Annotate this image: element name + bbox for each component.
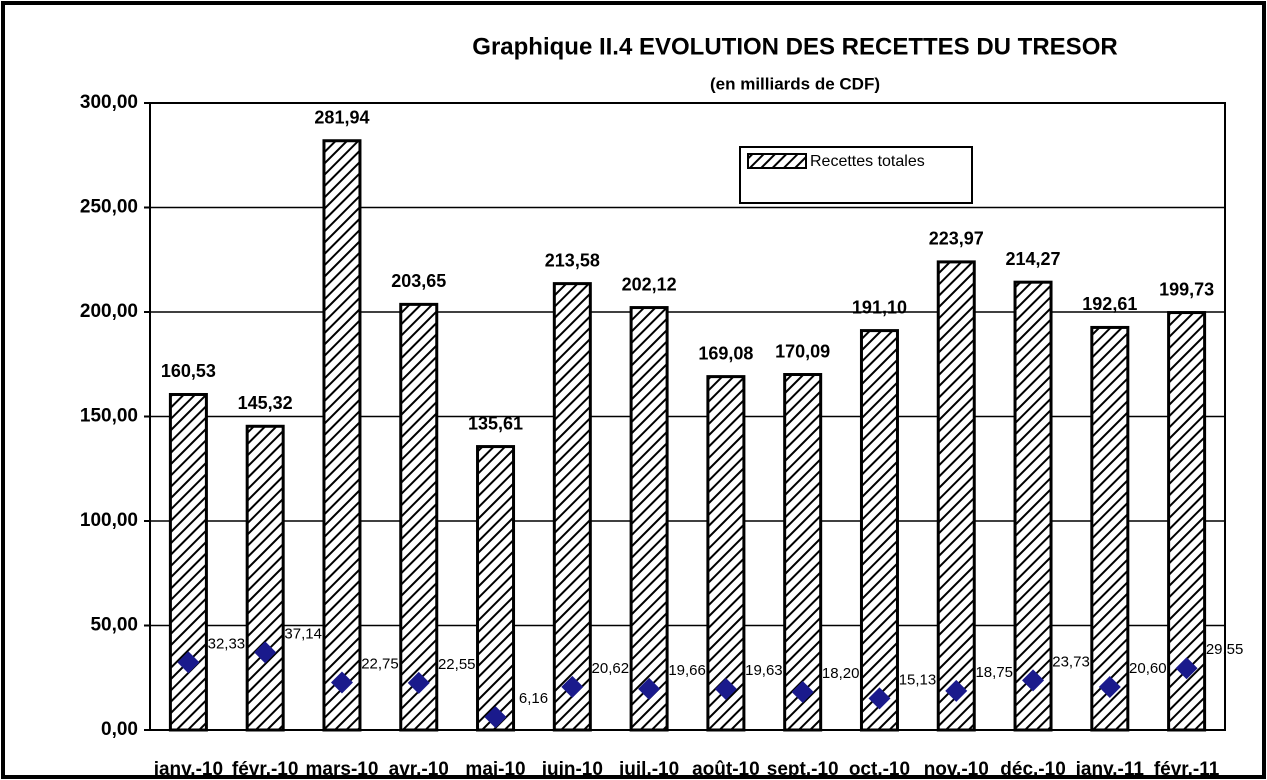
bar-value-label: 169,08	[698, 343, 753, 363]
bar-value-label: 223,97	[929, 229, 984, 249]
bar-value-label: 213,58	[545, 250, 600, 270]
bar	[936, 260, 976, 732]
y-tick-label: 150,00	[80, 406, 138, 427]
x-tick-label: mars-10	[306, 759, 379, 780]
y-tick-label: 100,00	[80, 510, 138, 531]
line-value-label: 29,55	[1206, 641, 1244, 658]
x-tick-label: sept.-10	[767, 759, 839, 780]
x-tick-label: févr.-10	[232, 759, 299, 780]
bar	[168, 392, 208, 732]
bar-value-label: 191,10	[852, 297, 907, 317]
bar	[1013, 280, 1053, 732]
line-marker	[1022, 669, 1045, 692]
x-tick-label: janv.-11	[1075, 759, 1145, 780]
plot-area	[149, 102, 1226, 731]
line-marker	[1175, 657, 1198, 680]
x-tick-label: oct.-10	[849, 759, 910, 780]
y-tick-label: 250,00	[80, 197, 138, 218]
line-value-label: 22,55	[438, 656, 476, 673]
line-marker	[868, 687, 891, 710]
x-tick-label: juil.-10	[618, 759, 679, 780]
bar	[859, 329, 899, 732]
line-marker	[714, 677, 737, 700]
bar-value-label: 192,61	[1082, 294, 1137, 314]
labels: janv.-10 févr.-10 mars-10 avr.-10 mai-10 juin…	[153, 107, 1244, 780]
bar-value-label: 160,53	[161, 361, 216, 381]
line-value-label: 18,75	[975, 664, 1013, 681]
y-tick-label: 200,00	[80, 301, 138, 322]
x-tick-label: févr.-11	[1154, 759, 1220, 780]
line-marker	[791, 680, 814, 703]
bar	[629, 306, 669, 732]
bar	[476, 445, 516, 732]
line-value-label: 19,66	[668, 662, 706, 679]
marks	[168, 139, 1207, 732]
x-tick-label: déc.-10	[1000, 759, 1065, 780]
bar-value-label: 135,61	[468, 413, 523, 433]
y-tick-label: 50,00	[90, 615, 138, 636]
bar-value-label: 202,12	[622, 274, 677, 294]
bar-value-label: 145,32	[238, 393, 293, 413]
x-tick-label: mai-10	[465, 759, 525, 780]
legend-label: Recettes totales	[810, 153, 925, 170]
chart-title: Graphique II.4 EVOLUTION DES RECETTES DU…	[472, 33, 1117, 60]
line-value-label: 18,20	[822, 665, 860, 682]
line-value-label: 32,33	[208, 635, 246, 652]
y-tick-label: 0,00	[101, 719, 138, 740]
line-value-label: 20,60	[1129, 660, 1167, 677]
bar	[552, 282, 592, 732]
line-marker	[1098, 675, 1121, 698]
bar-value-label: 203,65	[391, 271, 446, 291]
line-value-label: 6,16	[519, 690, 548, 707]
chart-subtitle: (en milliards de CDF)	[710, 74, 880, 93]
y-tick-label: 300,00	[80, 92, 138, 113]
line-marker	[254, 641, 277, 664]
line-value-label: 15,13	[899, 671, 937, 688]
line-marker	[945, 679, 968, 702]
legend-swatch	[747, 153, 807, 169]
bar	[322, 139, 362, 732]
line-marker	[638, 677, 661, 700]
line-value-label: 19,63	[745, 662, 783, 679]
bar	[1090, 325, 1130, 732]
x-tick-label: avr.-10	[389, 759, 449, 780]
line-marker	[484, 706, 507, 729]
bar	[245, 424, 285, 732]
bar-value-label: 214,27	[1006, 249, 1061, 269]
x-tick-label: nov.-10	[924, 759, 989, 780]
x-tick-label: juin-10	[541, 759, 603, 780]
bar	[399, 302, 439, 732]
line-marker	[407, 671, 430, 694]
bar-value-label: 281,94	[314, 107, 369, 127]
bar-value-label: 199,73	[1159, 279, 1214, 299]
bar	[706, 375, 746, 732]
line-value-label: 22,75	[361, 655, 399, 672]
line-marker	[330, 671, 353, 694]
x-tick-label: août-10	[692, 759, 760, 780]
line-value-label: 23,73	[1052, 653, 1090, 670]
legend: Recettes totales	[739, 146, 973, 204]
line-value-label: 37,14	[284, 625, 322, 642]
line-value-label: 20,62	[592, 660, 630, 677]
x-tick-label: janv.-10	[153, 759, 223, 780]
bar	[783, 373, 823, 732]
bar-value-label: 170,09	[775, 341, 830, 361]
line-marker	[561, 675, 584, 698]
line-marker	[177, 651, 200, 674]
